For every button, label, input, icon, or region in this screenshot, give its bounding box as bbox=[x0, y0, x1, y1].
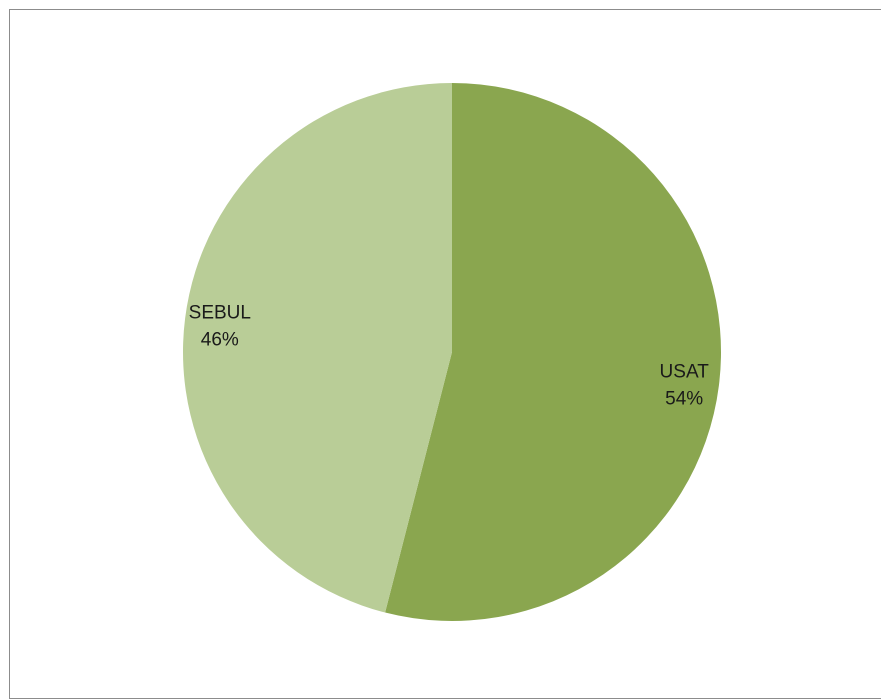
slice-label-usat-value: 54% bbox=[665, 388, 703, 409]
pie-slices bbox=[182, 83, 721, 621]
pie-slice-sebul bbox=[182, 83, 452, 613]
pie-slice-usat bbox=[385, 83, 721, 621]
slice-label-sebul-name: SEBUL bbox=[189, 303, 251, 324]
slice-label-sebul-value: 46% bbox=[201, 330, 239, 351]
pie-labels: USAT 54% SEBUL 46% bbox=[189, 303, 710, 410]
slice-label-usat-name: USAT bbox=[660, 361, 710, 382]
pie-chart: USAT 54% SEBUL 46% bbox=[182, 83, 721, 621]
